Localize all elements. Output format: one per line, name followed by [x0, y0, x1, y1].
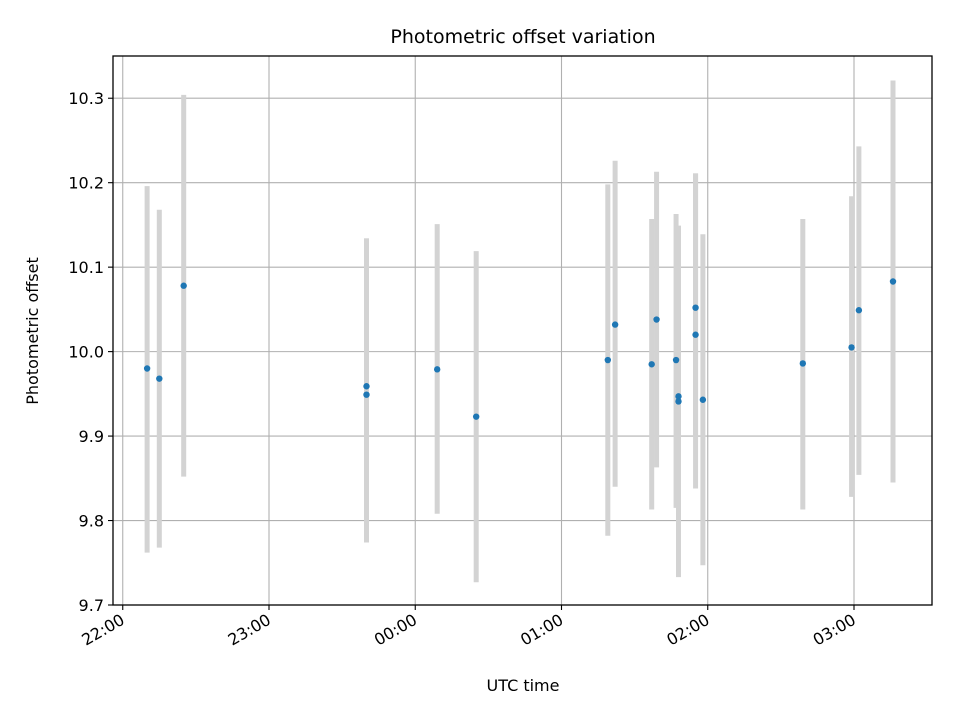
data-point [672, 356, 680, 364]
data-point [855, 307, 863, 314]
data-point [363, 391, 370, 398]
y-tick-label: 9.8 [79, 512, 104, 531]
y-tick-label: 10.0 [68, 343, 104, 362]
y-tick-label: 9.7 [79, 596, 104, 615]
data-point [675, 393, 682, 400]
y-tick-label: 10.3 [68, 89, 104, 108]
data-point [848, 344, 855, 351]
data-point [604, 356, 612, 364]
data-point [799, 360, 807, 367]
data-point [699, 396, 707, 403]
data-point [180, 282, 187, 289]
data-point [156, 375, 163, 382]
data-point [611, 321, 619, 328]
data-point [648, 361, 655, 368]
y-tick-label: 10.1 [68, 258, 104, 277]
y-axis-label: Photometric offset [23, 257, 42, 405]
y-tick-label: 10.2 [68, 174, 104, 193]
y-axis: 9.7 9.8 9.9 10.0 10.1 10.2 10.3 [68, 89, 113, 615]
data-point [692, 331, 699, 338]
chart-title: Photometric offset variation [390, 26, 655, 48]
data-point [143, 365, 151, 372]
data-point [653, 316, 660, 323]
x-axis-label: UTC time [487, 676, 560, 695]
data-point [433, 366, 441, 373]
y-tick-label: 9.9 [79, 427, 104, 446]
data-point [472, 413, 480, 420]
data-point [363, 383, 370, 390]
data-point [675, 398, 682, 405]
data-point [889, 278, 897, 285]
data-point [692, 304, 699, 311]
data-points [143, 278, 897, 420]
plot-frame [112, 55, 933, 606]
